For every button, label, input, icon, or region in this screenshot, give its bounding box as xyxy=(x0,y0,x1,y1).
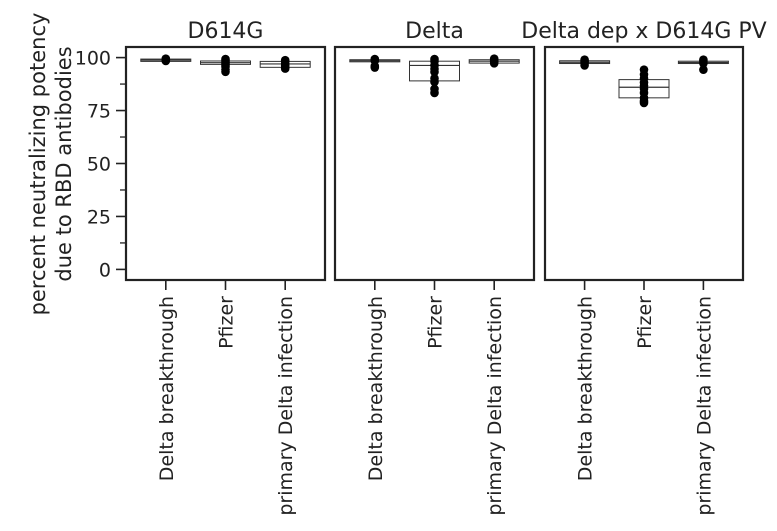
data-point xyxy=(161,56,171,66)
x-tick-label: Pfizer xyxy=(425,296,447,349)
y-tick-label: 0 xyxy=(99,259,111,281)
data-point xyxy=(370,63,380,72)
panel-title: D614G xyxy=(188,19,264,44)
data-point xyxy=(280,64,290,73)
x-tick-label: primary Delta infection xyxy=(693,296,715,516)
y-axis-label-line: percent neutralizing potency xyxy=(26,13,50,316)
data-point xyxy=(699,65,708,74)
data-point xyxy=(430,77,439,87)
data-point xyxy=(221,67,230,77)
x-tick-label: Delta breakthrough xyxy=(365,296,387,481)
x-tick-label: Delta breakthrough xyxy=(575,296,597,481)
x-tick-label: Delta breakthrough xyxy=(156,296,178,481)
y-tick-label: 75 xyxy=(87,101,111,123)
y-tick-label: 50 xyxy=(87,154,111,176)
data-point xyxy=(699,59,708,68)
y-tick-label: 25 xyxy=(87,206,111,228)
panel-title: Delta dep x D614G PV xyxy=(521,19,766,44)
y-axis-label-line: due to RBD antibodies xyxy=(52,46,76,281)
data-point xyxy=(639,98,649,108)
data-point xyxy=(489,59,499,68)
panel-frame xyxy=(124,45,327,282)
y-axis-label: percent neutralizing potencydue to RBD a… xyxy=(26,13,76,316)
x-tick-label: Pfizer xyxy=(634,296,656,349)
data-point xyxy=(580,61,589,70)
data-point xyxy=(430,67,439,77)
panel-title: Delta xyxy=(405,19,464,44)
panel-frame xyxy=(333,45,536,282)
x-tick-label: primary Delta infection xyxy=(484,296,506,516)
x-tick-label: primary Delta infection xyxy=(275,296,297,516)
y-tick-label: 100 xyxy=(75,48,111,70)
data-point xyxy=(430,88,439,98)
panel-frame xyxy=(543,45,745,282)
x-tick-label: Pfizer xyxy=(216,296,238,349)
